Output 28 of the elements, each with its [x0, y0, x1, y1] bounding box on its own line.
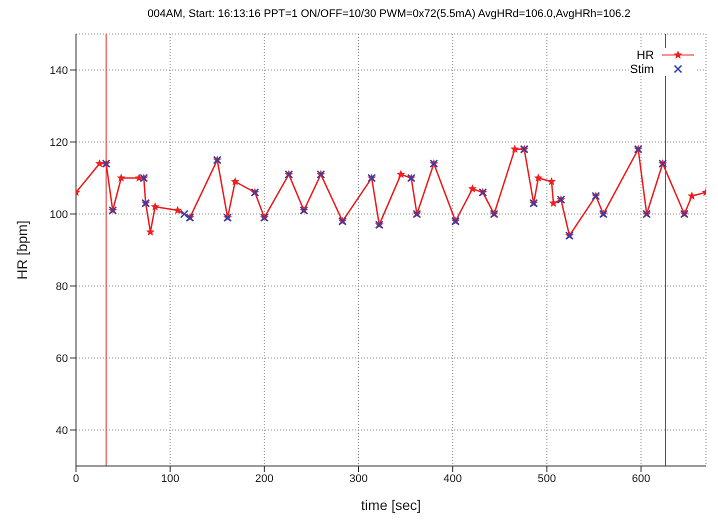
- y-tick-label: 120: [50, 136, 68, 149]
- y-tick-label: 140: [50, 64, 68, 77]
- point: [468, 184, 477, 192]
- y-tick-label: 40: [56, 424, 68, 437]
- x-tick-label: 400: [444, 472, 462, 485]
- x-tick-label: 0: [72, 472, 80, 485]
- x-tick-label: 500: [538, 472, 556, 485]
- point: [116, 174, 126, 182]
- point: [95, 159, 104, 168]
- point: [534, 174, 543, 182]
- y-tick-label: 80: [56, 280, 68, 293]
- point: [396, 170, 406, 178]
- legend-label: Stim: [630, 62, 654, 76]
- point: [549, 198, 558, 207]
- point: [173, 206, 182, 214]
- chart-title: 004AM, Start: 16:13:16 PPT=1 ON/OFF=10/30 PWM=0x72(5.5mA) AvgHRd=106.0,AvgHRh=106.2: [146, 8, 632, 22]
- x-tick-label: 100: [160, 472, 180, 485]
- x-axis-title: time [sec]: [361, 497, 421, 513]
- point: [150, 202, 160, 210]
- point: [230, 177, 240, 186]
- y-axis-title: HR [bpm]: [14, 220, 30, 280]
- legend-label: HR: [636, 48, 654, 62]
- y-tick-label: 100: [50, 208, 68, 221]
- y-tick-label: 60: [56, 352, 68, 365]
- x-tick-label: 200: [255, 472, 274, 485]
- point: [510, 144, 520, 153]
- x-tick-label: 300: [349, 472, 368, 485]
- x-tick-label: 600: [632, 472, 650, 485]
